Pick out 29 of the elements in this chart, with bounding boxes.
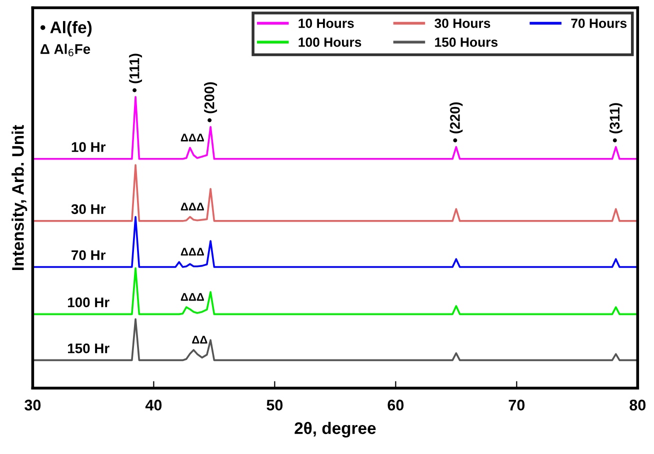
legend-label: 100 Hours xyxy=(298,38,362,47)
annotation: 70 Hr xyxy=(72,250,106,260)
annotation: • (111) xyxy=(129,54,142,92)
x-tick-label: 80 xyxy=(630,400,646,411)
text: • Al(fe) xyxy=(40,21,92,37)
legend-label: 10 Hours xyxy=(298,18,354,28)
annotation: ΔΔΔ xyxy=(180,248,204,256)
x-axis-title: 2θ, degree xyxy=(294,422,376,438)
x-tick-label: 50 xyxy=(266,400,283,411)
legend-label: 70 Hours xyxy=(571,18,627,28)
x-tick-label: 40 xyxy=(145,400,162,411)
annotation: ΔΔΔ xyxy=(180,202,204,210)
y-axis-title: Intensity, Arb. Unit xyxy=(12,124,28,270)
x-tick-label: 60 xyxy=(388,400,404,411)
text: Δ Al$_{6}$Fe xyxy=(40,44,90,56)
annotation: • (200) xyxy=(204,82,218,122)
x-tick-label: 30 xyxy=(24,400,41,411)
annotation: ΔΔΔ xyxy=(180,293,204,301)
annotation: ΔΔΔ xyxy=(180,134,204,142)
annotation: 30 Hr xyxy=(71,204,106,214)
annotation: 100 Hr xyxy=(68,297,110,308)
annotation: 10 Hr xyxy=(72,142,106,152)
annotation: • (311) xyxy=(609,103,622,142)
annotation: ΔΔ xyxy=(192,336,208,344)
legend-label: 150 Hours xyxy=(435,38,498,47)
x-tick-label: 70 xyxy=(508,400,525,411)
annotation: 150 Hr xyxy=(68,343,110,354)
annotation: • (220) xyxy=(450,102,463,142)
legend-label: 30 Hours xyxy=(434,18,490,28)
